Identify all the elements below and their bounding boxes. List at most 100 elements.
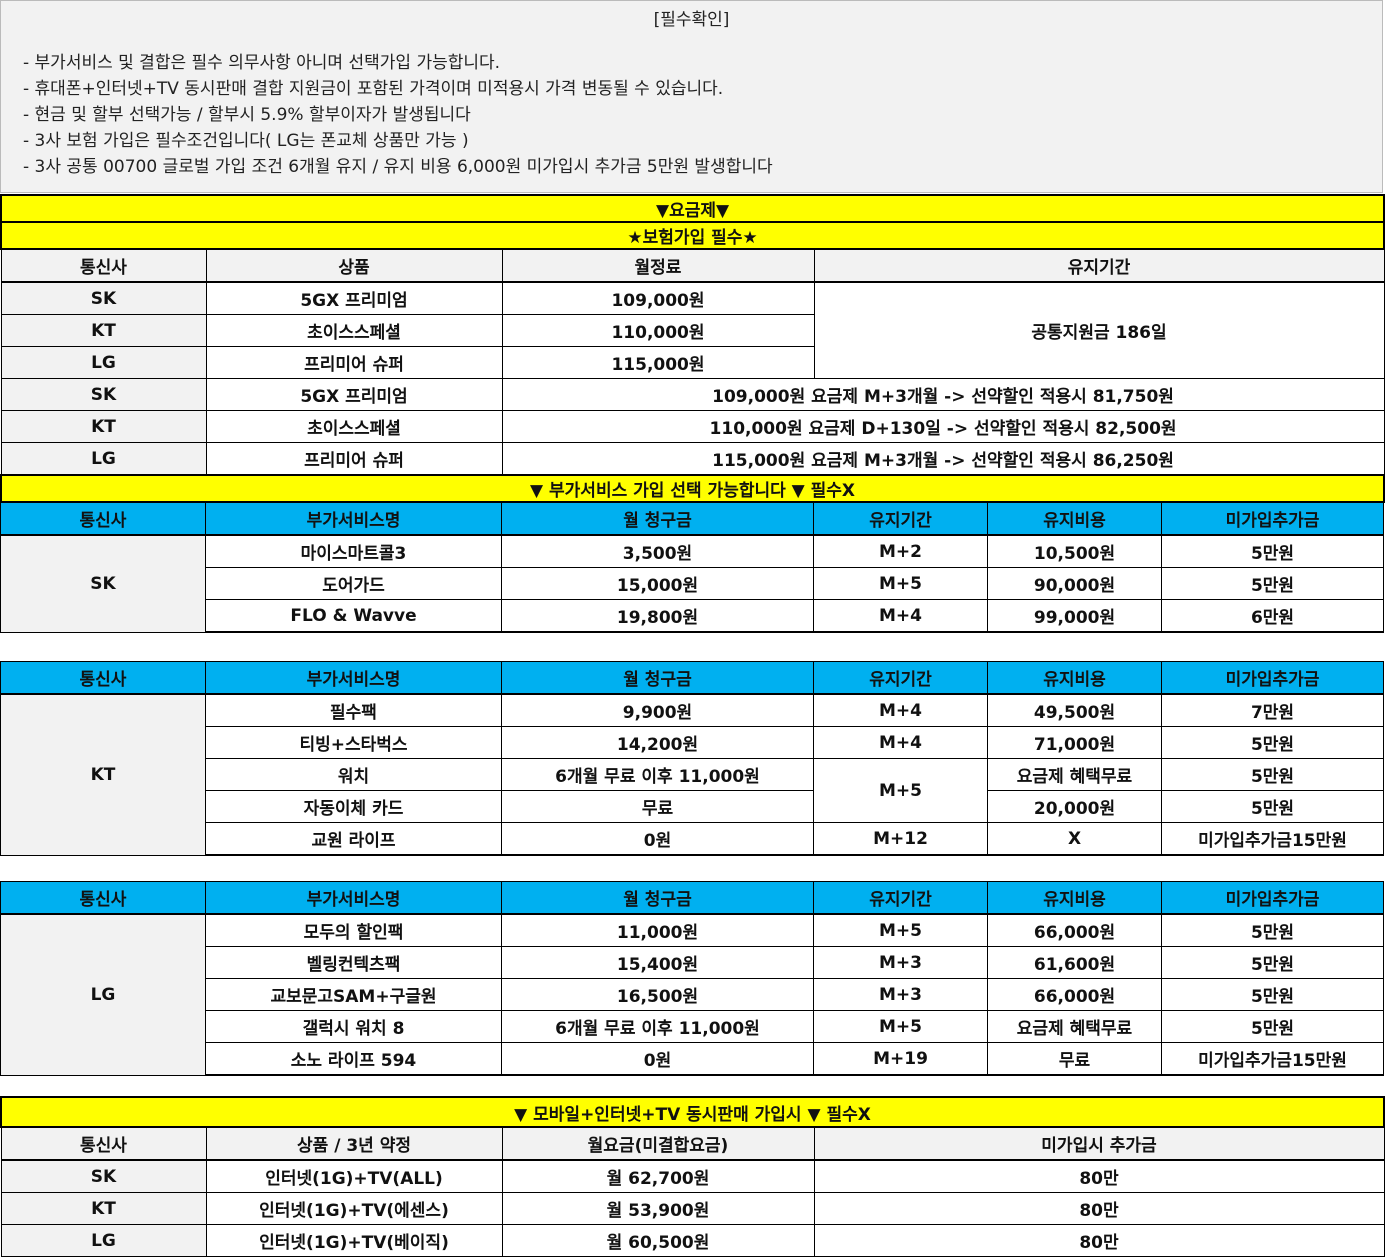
addon-name: FLO & Wavve [205, 599, 502, 633]
header-fee: 월요금(미결합요금) [501, 1126, 815, 1161]
product-cell: 프리미어 슈퍼 [205, 346, 503, 379]
addon-cost: 10,500원 [987, 534, 1162, 568]
addon-name: 마이스마트콜3 [205, 534, 502, 568]
addon-name: 벨링컨텍츠팩 [205, 946, 502, 979]
notice-line: - 3사 보험 가입은 필수조건입니다( LG는 폰교체 상품만 가능 ) [23, 131, 469, 151]
addon-fee: 16,500원 [501, 978, 814, 1011]
product-cell: 인터넷(1G)+TV(ALL) [205, 1159, 503, 1193]
addon-period: M+4 [813, 726, 988, 759]
addon-penalty: 미가입추가금15만원 [1161, 1042, 1384, 1076]
carrier-cell: LG [0, 346, 207, 379]
addon-fee: 0원 [501, 1042, 814, 1076]
addon-period: M+19 [813, 1042, 988, 1076]
header-carrier: 통신사 [0, 1126, 207, 1161]
header-cost: 유지비용 [987, 502, 1162, 536]
addon-cost: 요금제 혜택무료 [987, 1010, 1162, 1043]
addon-period: M+5 [813, 567, 988, 600]
addon-fee: 11,000원 [501, 913, 814, 947]
carrier-cell: KT [0, 410, 207, 443]
addon-cost: 요금제 혜택무료 [987, 758, 1162, 791]
addon-penalty: 5만원 [1161, 946, 1384, 979]
plans-table: ▼요금제▼ ★보험가입 필수★ 통신사 상품 월정료 유지기간 SK 5GX 프… [0, 194, 1385, 503]
addon-period: M+4 [813, 693, 988, 727]
header-cost: 유지비용 [987, 881, 1162, 915]
addon-cost: X [987, 822, 1162, 856]
fee-cell: 월 60,500원 [501, 1224, 815, 1257]
fee-cell: 110,000원 [501, 314, 815, 347]
product-cell: 인터넷(1G)+TV(에센스) [205, 1192, 503, 1225]
header-carrier: 통신사 [0, 502, 206, 536]
addon-fee: 3,500원 [501, 534, 814, 568]
addon-name: 자동이체 카드 [205, 790, 502, 823]
addon-period: M+5 [813, 1010, 988, 1043]
addon-fee: 6개월 무료 이후 11,000원 [501, 758, 814, 791]
header-penalty: 미가입추가금 [1161, 661, 1384, 695]
addons-banner: ▼ 부가서비스 가입 선택 가능합니다 ▼ 필수X [0, 474, 1385, 503]
addon-penalty: 5만원 [1161, 534, 1384, 568]
addon-cost: 무료 [987, 1042, 1162, 1076]
fee-cell: 월 53,900원 [501, 1192, 815, 1225]
addon-penalty: 5만원 [1161, 913, 1384, 947]
addon-name: 필수팩 [205, 693, 502, 727]
carrier-cell: KT [0, 314, 207, 347]
header-fee: 월 청구금 [501, 661, 814, 695]
notice-title: [필수확인] [653, 10, 730, 30]
addon-name: 도어가드 [205, 567, 502, 600]
addon-period: M+2 [813, 534, 988, 568]
header-carrier: 통신사 [0, 248, 207, 283]
addon-cost: 90,000원 [987, 567, 1162, 600]
discount-cell: 109,000원 요금제 M+3개월 -> 선약할인 적용시 81,750원 [501, 378, 1385, 411]
penalty-cell: 80만 [813, 1192, 1385, 1225]
addon-fee: 15,400원 [501, 946, 814, 979]
addon-penalty: 5만원 [1161, 790, 1384, 823]
carrier-cell: LG [0, 442, 207, 476]
addon-cost: 49,500원 [987, 693, 1162, 727]
header-period: 유지기간 [813, 881, 988, 915]
header-fee: 월 청구금 [501, 881, 814, 915]
addon-cost: 99,000원 [987, 599, 1162, 633]
addon-name: 모두의 할인팩 [205, 913, 502, 947]
addon-penalty: 5만원 [1161, 1010, 1384, 1043]
addon-period: M+5 [813, 758, 988, 823]
header-name: 부가서비스명 [205, 881, 502, 915]
carrier-cell: KT [0, 1192, 207, 1225]
product-cell: 5GX 프리미엄 [205, 281, 503, 315]
carrier-cell: SK [0, 281, 207, 315]
addon-penalty: 5만원 [1161, 978, 1384, 1011]
header-carrier: 통신사 [0, 881, 206, 915]
addon-name: 워치 [205, 758, 502, 791]
addon-penalty: 7만원 [1161, 693, 1384, 727]
addon-cost: 66,000원 [987, 913, 1162, 947]
carrier-cell: LG [0, 1224, 207, 1257]
notice-line: - 3사 공통 00700 글로벌 가입 조건 6개월 유지 / 유지 비용 6… [23, 157, 773, 177]
addon-cost: 61,600원 [987, 946, 1162, 979]
header-product: 상품 / 3년 약정 [205, 1126, 503, 1161]
header-fee: 월 청구금 [501, 502, 814, 536]
addon-period: M+3 [813, 978, 988, 1011]
discount-cell: 110,000원 요금제 D+130일 -> 선약할인 적용시 82,500원 [501, 410, 1385, 443]
carrier-cell: LG [0, 913, 206, 1076]
addon-fee: 19,800원 [501, 599, 814, 633]
addon-name: 교원 라이프 [205, 822, 502, 856]
addon-period: M+12 [813, 822, 988, 856]
notice-box: [필수확인] - 부가서비스 및 결합은 필수 의무사항 아니며 선택가입 가능… [0, 0, 1383, 193]
carrier-cell: KT [0, 693, 206, 856]
addon-name: 소노 라이프 594 [205, 1042, 502, 1076]
header-cost: 유지비용 [987, 661, 1162, 695]
addon-fee: 9,900원 [501, 693, 814, 727]
addon-name: 티빙+스타벅스 [205, 726, 502, 759]
addon-fee: 무료 [501, 790, 814, 823]
sk-addons-table: 통신사 부가서비스명 월 청구금 유지기간 유지비용 미가입추가금 SK 마이스… [0, 502, 1384, 633]
carrier-cell: SK [0, 378, 207, 411]
addon-fee: 14,200원 [501, 726, 814, 759]
discount-cell: 115,000원 요금제 M+3개월 -> 선약할인 적용시 86,250원 [501, 442, 1385, 476]
carrier-cell: SK [0, 1159, 207, 1193]
kt-addons-table: 통신사 부가서비스명 월 청구금 유지기간 유지비용 미가입추가금 KT 필수팩… [0, 661, 1384, 856]
fee-cell: 115,000원 [501, 346, 815, 379]
addon-name: 교보문고SAM+구글원 [205, 978, 502, 1011]
addon-penalty: 5만원 [1161, 567, 1384, 600]
addon-fee: 0원 [501, 822, 814, 856]
header-penalty: 미가입추가금 [1161, 881, 1384, 915]
insurance-banner: ★보험가입 필수★ [0, 221, 1385, 250]
header-product: 상품 [205, 248, 503, 283]
